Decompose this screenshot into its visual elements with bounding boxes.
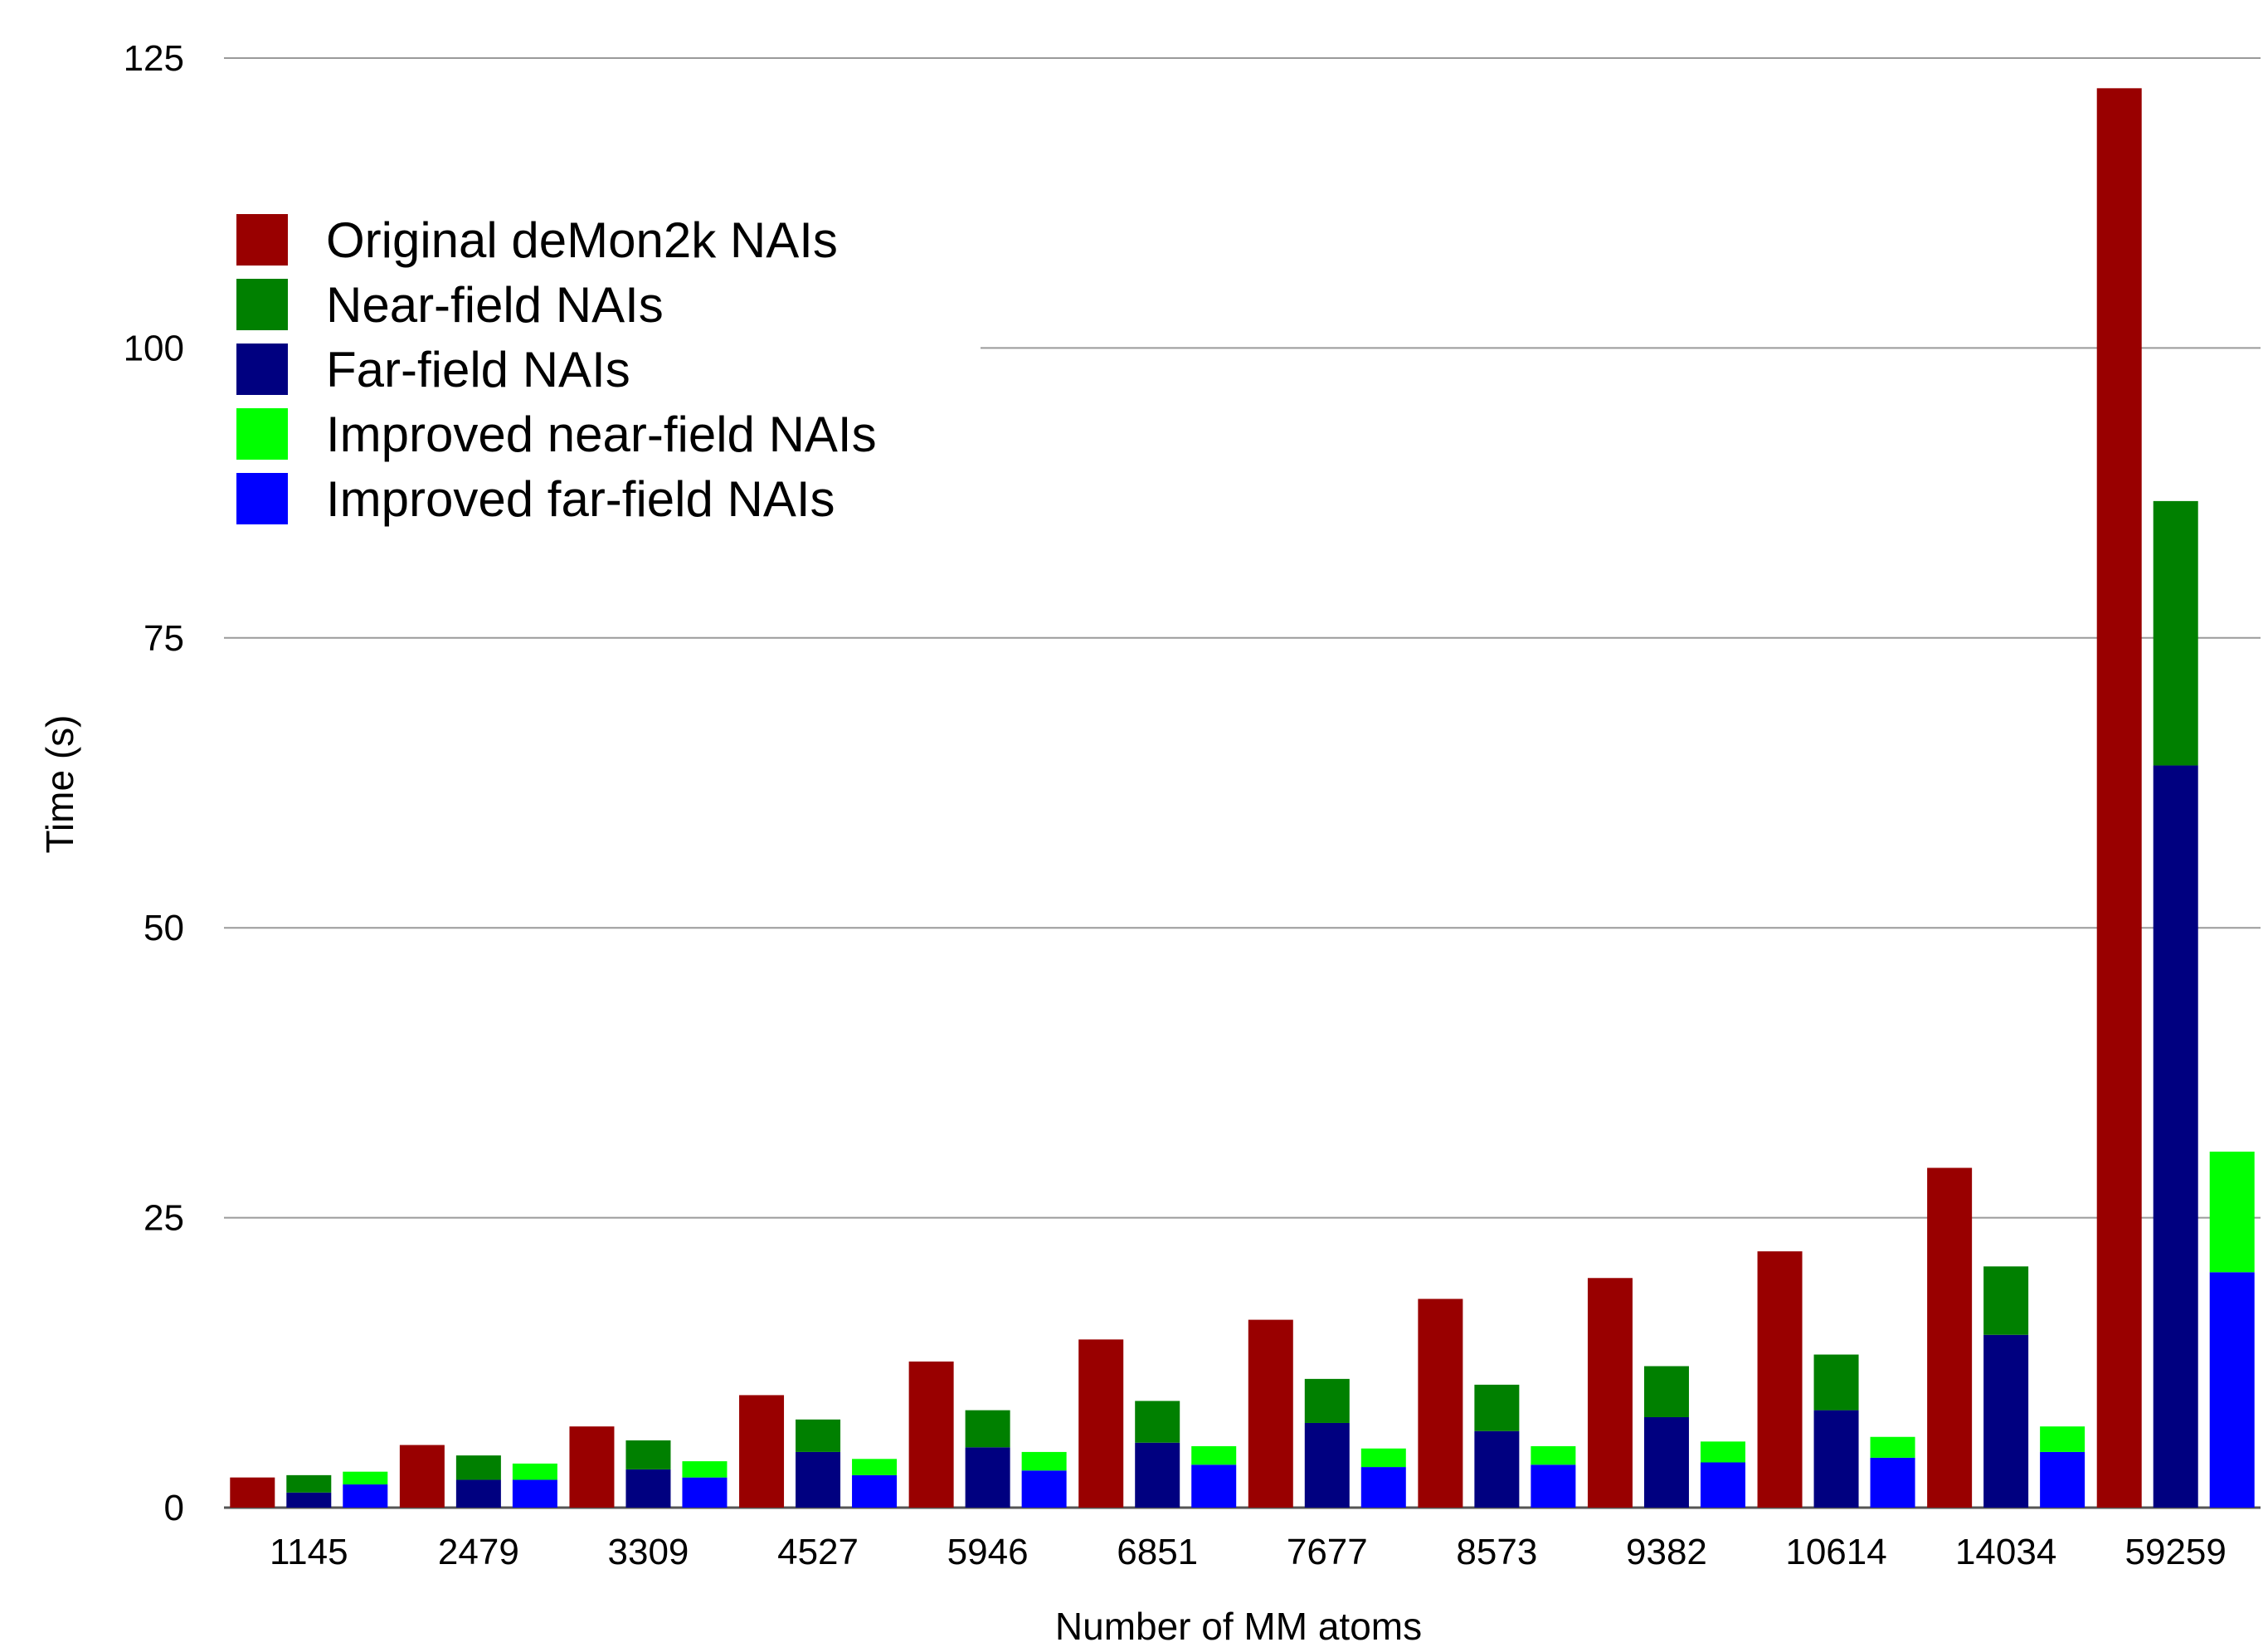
bar-original-demon2k-nais-10614 — [1757, 1251, 1803, 1508]
bar-original-demon2k-nais-1145 — [230, 1477, 275, 1508]
legend-swatch — [236, 214, 288, 266]
bar-far-field-nais-3309 — [625, 1469, 671, 1508]
bar-far-field-nais-59259 — [2153, 765, 2198, 1508]
bar-improved-far-field-nais-3309 — [682, 1477, 728, 1508]
bar-improved-far-field-nais-1145 — [343, 1484, 388, 1508]
bar-near-field-nais-7677 — [1304, 1378, 1350, 1423]
legend-swatch — [236, 279, 288, 330]
bar-original-demon2k-nais-4527 — [739, 1395, 785, 1508]
y-tick-label: 100 — [124, 328, 184, 368]
bar-original-demon2k-nais-3309 — [569, 1426, 615, 1508]
bar-improved-far-field-nais-4527 — [852, 1474, 898, 1508]
bar-far-field-nais-9382 — [1643, 1416, 1689, 1508]
legend-label: Near-field NAIs — [326, 277, 664, 333]
legend-background — [217, 187, 981, 535]
bar-original-demon2k-nais-6851 — [1078, 1339, 1124, 1508]
x-tick-label: 3309 — [608, 1532, 689, 1572]
x-tick-label: 2479 — [438, 1532, 519, 1572]
bar-improved-near-field-nais-4527 — [852, 1459, 898, 1475]
y-tick-label: 125 — [124, 38, 184, 79]
bar-near-field-nais-1145 — [286, 1474, 332, 1493]
y-tick-label: 50 — [144, 908, 184, 948]
bar-far-field-nais-8573 — [1474, 1430, 1520, 1508]
bar-far-field-nais-6851 — [1135, 1442, 1180, 1508]
legend-swatch — [236, 344, 288, 395]
bar-improved-near-field-nais-3309 — [682, 1461, 728, 1478]
y-tick-label: 0 — [164, 1488, 184, 1528]
bar-near-field-nais-6851 — [1135, 1401, 1180, 1443]
bar-original-demon2k-nais-5946 — [908, 1361, 954, 1508]
bar-near-field-nais-3309 — [625, 1440, 671, 1469]
bar-original-demon2k-nais-8573 — [1418, 1299, 1463, 1508]
bar-improved-far-field-nais-10614 — [1870, 1457, 1915, 1508]
bar-original-demon2k-nais-7677 — [1248, 1319, 1293, 1508]
bar-original-demon2k-nais-59259 — [2096, 88, 2142, 1508]
bar-far-field-nais-2479 — [455, 1479, 501, 1508]
bar-improved-far-field-nais-9382 — [1700, 1462, 1745, 1508]
x-tick-label: 4527 — [777, 1532, 859, 1572]
bar-original-demon2k-nais-9382 — [1587, 1278, 1633, 1508]
bar-far-field-nais-1145 — [286, 1492, 332, 1508]
bars — [230, 88, 2255, 1508]
bar-original-demon2k-nais-14034 — [1927, 1167, 1973, 1508]
legend-label: Improved far-field NAIs — [326, 471, 835, 527]
x-tick-label: 59259 — [2125, 1532, 2227, 1572]
x-tick-label: 10614 — [1785, 1532, 1886, 1572]
bar-improved-far-field-nais-6851 — [1191, 1464, 1237, 1508]
bar-improved-near-field-nais-2479 — [512, 1463, 557, 1480]
legend-swatch — [236, 473, 288, 524]
bar-improved-near-field-nais-7677 — [1360, 1448, 1406, 1468]
legend-label: Far-field NAIs — [326, 342, 630, 397]
bar-near-field-nais-9382 — [1643, 1366, 1689, 1417]
bar-far-field-nais-4527 — [796, 1451, 841, 1508]
x-tick-label: 1145 — [270, 1532, 348, 1572]
bar-improved-near-field-nais-8573 — [1531, 1445, 1576, 1465]
bar-improved-far-field-nais-8573 — [1531, 1464, 1576, 1508]
y-axis-title: Time (s) — [38, 715, 81, 854]
bar-improved-far-field-nais-7677 — [1360, 1467, 1406, 1508]
bar-near-field-nais-14034 — [1983, 1266, 2029, 1335]
y-tick-label: 25 — [144, 1198, 184, 1239]
bar-improved-far-field-nais-5946 — [1021, 1470, 1067, 1508]
bar-improved-near-field-nais-59259 — [2209, 1151, 2255, 1273]
bar-improved-near-field-nais-5946 — [1021, 1451, 1067, 1471]
x-tick-label: 6851 — [1117, 1532, 1198, 1572]
x-tick-labels: 1145 2479 3309 4527 5946 6851 7677 8573 9382 1061… — [270, 1532, 2227, 1572]
bar-near-field-nais-5946 — [965, 1410, 1010, 1448]
bar-near-field-nais-59259 — [2153, 500, 2198, 766]
bar-near-field-nais-8573 — [1474, 1384, 1520, 1431]
legend-label: Original deMon2k NAIs — [326, 212, 838, 268]
x-tick-label: 8573 — [1456, 1532, 1537, 1572]
y-tick-label: 75 — [144, 618, 184, 659]
bar-far-field-nais-14034 — [1983, 1334, 2029, 1508]
bar-improved-near-field-nais-14034 — [2040, 1426, 2085, 1452]
bar-improved-far-field-nais-2479 — [512, 1479, 557, 1508]
legend: Original deMon2k NAIs Near-field NAIs Far-… — [236, 212, 877, 527]
bar-improved-near-field-nais-10614 — [1870, 1436, 1915, 1458]
bar-improved-near-field-nais-6851 — [1191, 1445, 1237, 1465]
bar-near-field-nais-2479 — [455, 1455, 501, 1480]
bar-improved-far-field-nais-14034 — [2040, 1451, 2085, 1508]
legend-swatch — [236, 408, 288, 460]
bar-far-field-nais-5946 — [965, 1447, 1010, 1508]
bar-far-field-nais-10614 — [1813, 1410, 1859, 1508]
bar-improved-far-field-nais-59259 — [2209, 1272, 2255, 1508]
bar-near-field-nais-10614 — [1813, 1354, 1859, 1411]
legend-label: Improved near-field NAIs — [326, 407, 877, 462]
x-tick-label: 5946 — [947, 1532, 1029, 1572]
bar-original-demon2k-nais-2479 — [399, 1445, 445, 1508]
x-axis-title: Number of MM atoms — [1055, 1605, 1422, 1648]
y-tick-labels: 0 25 50 75 100 125 — [124, 38, 184, 1528]
bar-improved-near-field-nais-1145 — [343, 1471, 388, 1485]
bar-improved-near-field-nais-9382 — [1700, 1441, 1745, 1463]
bar-far-field-nais-7677 — [1304, 1422, 1350, 1508]
x-tick-label: 9382 — [1626, 1532, 1707, 1572]
x-tick-label: 14034 — [1955, 1532, 2056, 1572]
x-tick-label: 7677 — [1287, 1532, 1368, 1572]
bar-near-field-nais-4527 — [796, 1419, 841, 1452]
